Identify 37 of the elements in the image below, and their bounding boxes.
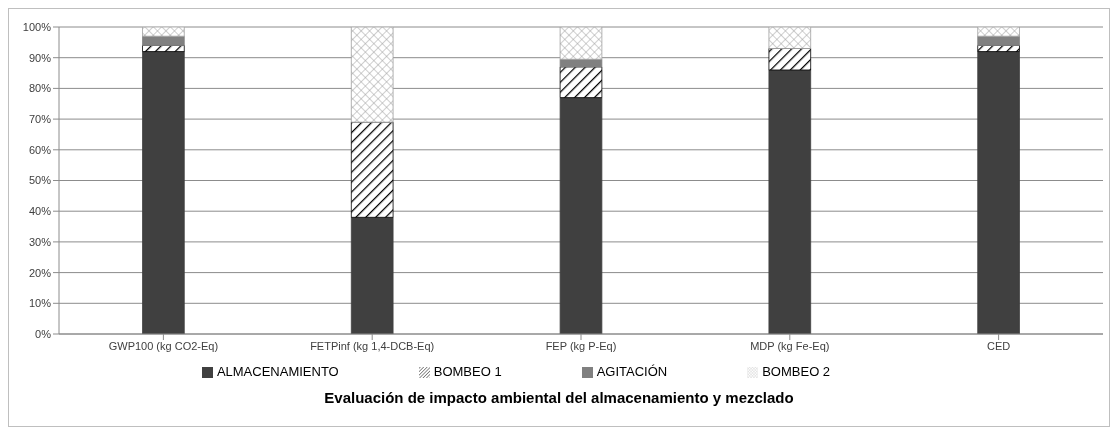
y-tick-label: 20% (28, 266, 52, 279)
legend-label: BOMBEO 2 (762, 364, 831, 379)
bar (768, 27, 812, 49)
bar (977, 35, 1020, 46)
y-tick-label: 60% (28, 143, 52, 156)
y-tick-label: 10% (28, 297, 52, 310)
legend-label: AGITACIÓN (596, 364, 668, 379)
bar (559, 27, 603, 60)
x-tick-label: FETPinf (kg 1,4-DCB-Eq) (310, 339, 435, 352)
y-tick-label: 90% (28, 51, 52, 64)
bar (350, 27, 394, 123)
bar (559, 97, 603, 334)
legend-label: ALMACENAMIENTO (216, 364, 339, 379)
bar (350, 121, 394, 218)
bar (559, 66, 603, 99)
bar (142, 51, 185, 334)
text: Evaluación de impacto ambiental del almacenamiento y mezclado (323, 388, 795, 408)
y-tick-label: 50% (28, 174, 52, 187)
bar (142, 35, 185, 46)
x-tick-label: GWP100 (kg CO2-Eq) (108, 339, 219, 352)
bar (768, 69, 812, 334)
y-tick-label: 0% (35, 327, 52, 340)
bar (142, 27, 185, 37)
y-tick-label: 70% (28, 113, 52, 125)
y-tick-label: 100% (22, 20, 52, 33)
bar (559, 58, 603, 68)
y-tick-label: 30% (28, 235, 52, 248)
bar (977, 51, 1020, 334)
y-tick-label: 40% (28, 205, 52, 218)
bar (350, 216, 394, 334)
x-tick-label: MDP (kg Fe-Eq) (750, 339, 830, 352)
y-tick-label: 80% (28, 82, 52, 95)
legend-label: BOMBEO 1 (433, 364, 502, 379)
x-tick-label: CED (986, 339, 1011, 352)
bar (768, 48, 812, 71)
bar (977, 27, 1020, 37)
x-tick-label: FEP (kg P-Eq) (545, 339, 617, 352)
